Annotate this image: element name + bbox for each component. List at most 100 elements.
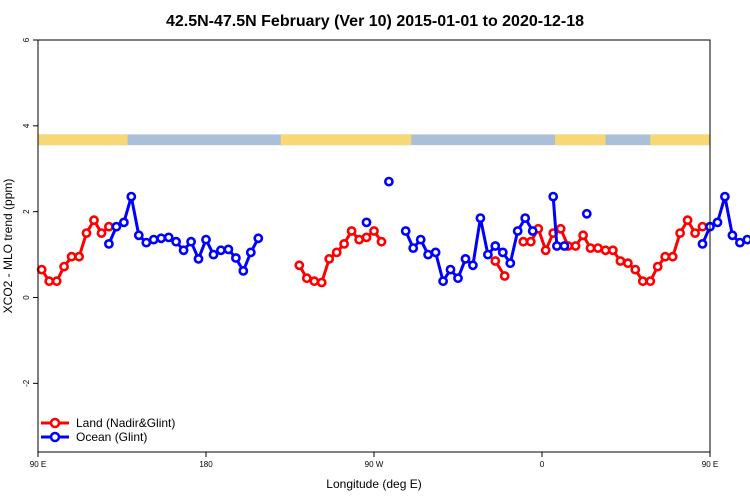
data-point [59,261,69,272]
data-point [324,253,335,264]
data-point [645,276,656,287]
data-point [615,256,626,266]
data-point [697,221,708,232]
x-tick-label: 180 [199,460,213,469]
data-point [81,228,92,238]
data-point [133,230,144,241]
x-tick-label: 90 E [702,460,718,469]
data-point [193,253,204,264]
data-point [512,226,523,236]
data-point [339,238,349,249]
data-point [720,191,730,202]
data-point [186,236,196,247]
data-point [527,226,538,236]
data-point [525,236,536,247]
data-point [400,226,411,236]
data-point [119,217,129,228]
data-point [148,234,159,245]
data-point [552,241,562,251]
data-point [682,215,693,226]
data-point [727,230,738,241]
data-point [548,191,559,202]
data-point [453,273,463,284]
data-point [593,243,603,253]
data-point [735,237,745,248]
data-point [570,241,581,251]
legend-ocean-marker [49,431,61,443]
data-point [126,191,137,202]
data-point [104,221,114,232]
legend-ocean-label: Ocean (Glint) [76,430,147,444]
data-point [475,213,486,223]
y-tick-label: 0 [22,295,31,300]
data-point [309,276,320,287]
data-point [294,260,305,271]
data-point [141,237,152,248]
band-land-3 [650,134,710,146]
data-point [383,176,394,187]
data-point [361,232,372,243]
data-point [208,249,219,260]
y-tick-label: -2 [22,379,31,387]
data-point [230,253,241,263]
series-ocean [104,176,750,287]
data-point [697,238,708,249]
data-point [361,217,372,228]
surface-band [38,134,710,146]
data-point [74,251,84,262]
y-tick-label: 4 [22,123,31,128]
legend-land-label: Land (Nadir&Glint) [76,416,175,430]
series-land [36,215,708,288]
y-axis-label: XCO2 - MLO trend (ppm) [1,179,15,314]
data-point [36,264,47,275]
y-tick-label: 6 [22,37,31,42]
data-point [497,247,508,258]
data-point [445,264,456,275]
data-point [585,243,596,253]
data-point [660,251,671,262]
data-point [346,226,357,236]
data-point [223,244,234,255]
data-point [331,247,342,258]
data-point [89,215,99,226]
data-point [66,251,77,262]
data-point [675,228,685,238]
data-point [156,233,167,244]
data-point [637,276,648,287]
data-point [460,253,471,264]
data-point [44,276,55,287]
legend: Land (Nadir&Glint) Ocean (Glint) [41,416,175,444]
data-point [423,249,433,260]
data-point [505,258,516,269]
x-axis: 90 E 180 90 W 0 90 E [30,452,718,469]
data-point [96,228,107,238]
y-tick-label: 2 [22,209,31,214]
data-point [555,223,566,234]
series-layer [36,176,750,288]
data-point [518,236,529,247]
data-point [163,232,174,243]
data-point [690,228,700,238]
data-point [253,233,264,244]
data-point [171,236,181,247]
x-tick-label: 0 [540,460,545,469]
data-point [608,245,618,256]
x-axis-label: Longitude (deg E) [326,477,421,491]
data-point [376,236,387,247]
data-point [369,226,379,236]
y-axis: -2 0 2 4 6 [22,37,38,387]
data-point [467,260,478,271]
data-point [238,265,249,276]
data-point [201,234,211,245]
x-tick-label: 90 E [30,460,46,469]
data-point [490,241,501,251]
data-point [482,249,493,260]
data-point [630,264,641,275]
data-point [540,245,551,256]
data-point [245,247,256,258]
data-point [438,276,448,287]
band-land-2 [555,134,606,146]
data-point [712,217,723,228]
